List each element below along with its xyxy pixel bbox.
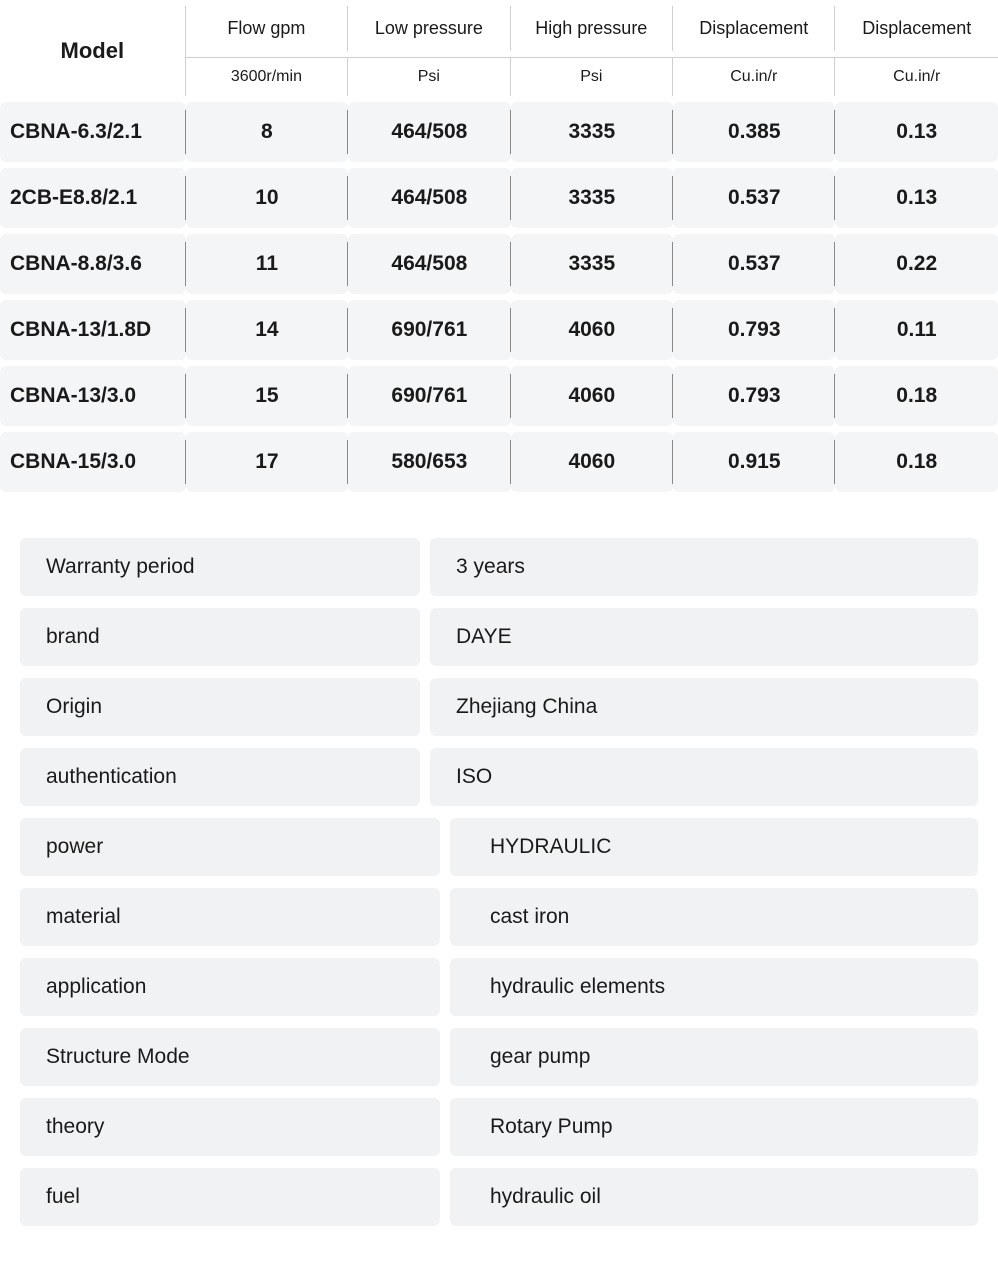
- attribute-row: Warranty period3 years: [20, 538, 978, 596]
- cell-high-pressure: 4060: [511, 432, 673, 492]
- attribute-label: Structure Mode: [20, 1028, 440, 1086]
- cell-displacement-1: 0.537: [673, 168, 835, 228]
- table-row: 2CB-E8.8/2.110464/50833350.5370.13: [0, 168, 998, 228]
- cell-displacement-2: 0.18: [835, 366, 998, 426]
- unit-displacement-2: Cu.in/r: [835, 57, 998, 96]
- cell-low-pressure: 690/761: [348, 366, 510, 426]
- cell-displacement-2: 0.18: [835, 432, 998, 492]
- attribute-value: hydraulic oil: [450, 1168, 978, 1226]
- header-displacement-1: Displacement: [673, 6, 835, 51]
- attribute-row: materialcast iron: [20, 888, 978, 946]
- unit-displacement-1: Cu.in/r: [673, 57, 835, 96]
- table-row: CBNA-13/3.015690/76140600.7930.18: [0, 366, 998, 426]
- attribute-value: Rotary Pump: [450, 1098, 978, 1156]
- attribute-label: theory: [20, 1098, 440, 1156]
- cell-displacement-1: 0.537: [673, 234, 835, 294]
- attribute-row: applicationhydraulic elements: [20, 958, 978, 1016]
- attribute-label: power: [20, 818, 440, 876]
- attribute-label: fuel: [20, 1168, 440, 1226]
- cell-high-pressure: 4060: [511, 300, 673, 360]
- attribute-row: authenticationISO: [20, 748, 978, 806]
- attribute-value: 3 years: [430, 538, 978, 596]
- attribute-value: gear pump: [450, 1028, 978, 1086]
- attribute-row: theoryRotary Pump: [20, 1098, 978, 1156]
- attribute-value: ISO: [430, 748, 978, 806]
- cell-displacement-1: 0.385: [673, 102, 835, 162]
- attribute-value: Zhejiang China: [430, 678, 978, 736]
- attribute-row: powerHYDRAULIC: [20, 818, 978, 876]
- cell-flow: 17: [186, 432, 348, 492]
- attribute-label: material: [20, 888, 440, 946]
- table-row: CBNA-15/3.017580/65340600.9150.18: [0, 432, 998, 492]
- attribute-row: Structure Modegear pump: [20, 1028, 978, 1086]
- table-row: CBNA-6.3/2.18464/50833350.3850.13: [0, 102, 998, 162]
- table-row: CBNA-8.8/3.611464/50833350.5370.22: [0, 234, 998, 294]
- attribute-row: brandDAYE: [20, 608, 978, 666]
- spec-table: Model Flow gpm Low pressure High pressur…: [0, 0, 998, 498]
- cell-model: CBNA-13/3.0: [0, 366, 186, 426]
- attribute-value: cast iron: [450, 888, 978, 946]
- cell-flow: 8: [186, 102, 348, 162]
- attribute-value: HYDRAULIC: [450, 818, 978, 876]
- attribute-row: fuelhydraulic oil: [20, 1168, 978, 1226]
- cell-flow: 10: [186, 168, 348, 228]
- cell-high-pressure: 3335: [511, 168, 673, 228]
- cell-displacement-1: 0.793: [673, 300, 835, 360]
- cell-flow: 11: [186, 234, 348, 294]
- attribute-label: Warranty period: [20, 538, 420, 596]
- header-displacement-2: Displacement: [835, 6, 998, 51]
- cell-low-pressure: 464/508: [348, 234, 510, 294]
- cell-flow: 14: [186, 300, 348, 360]
- cell-model: CBNA-8.8/3.6: [0, 234, 186, 294]
- header-model: Model: [0, 6, 186, 96]
- unit-high-pressure: Psi: [511, 57, 673, 96]
- cell-model: 2CB-E8.8/2.1: [0, 168, 186, 228]
- header-flow: Flow gpm: [186, 6, 348, 51]
- unit-flow: 3600r/min: [186, 57, 348, 96]
- cell-model: CBNA-6.3/2.1: [0, 102, 186, 162]
- attribute-label: brand: [20, 608, 420, 666]
- cell-low-pressure: 464/508: [348, 168, 510, 228]
- cell-flow: 15: [186, 366, 348, 426]
- cell-displacement-1: 0.793: [673, 366, 835, 426]
- cell-low-pressure: 690/761: [348, 300, 510, 360]
- attribute-label: application: [20, 958, 440, 1016]
- cell-model: CBNA-15/3.0: [0, 432, 186, 492]
- table-row: CBNA-13/1.8D14690/76140600.7930.11: [0, 300, 998, 360]
- attributes-section: Warranty period3 yearsbrandDAYEOriginZhe…: [0, 538, 998, 1268]
- attribute-value: DAYE: [430, 608, 978, 666]
- cell-low-pressure: 580/653: [348, 432, 510, 492]
- attribute-value: hydraulic elements: [450, 958, 978, 1016]
- cell-model: CBNA-13/1.8D: [0, 300, 186, 360]
- unit-low-pressure: Psi: [348, 57, 510, 96]
- cell-high-pressure: 4060: [511, 366, 673, 426]
- attribute-label: authentication: [20, 748, 420, 806]
- cell-low-pressure: 464/508: [348, 102, 510, 162]
- cell-displacement-2: 0.13: [835, 102, 998, 162]
- cell-high-pressure: 3335: [511, 234, 673, 294]
- table-header: Model Flow gpm Low pressure High pressur…: [0, 6, 998, 96]
- cell-displacement-2: 0.13: [835, 168, 998, 228]
- attribute-label: Origin: [20, 678, 420, 736]
- cell-displacement-1: 0.915: [673, 432, 835, 492]
- cell-displacement-2: 0.11: [835, 300, 998, 360]
- header-low-pressure: Low pressure: [348, 6, 510, 51]
- cell-displacement-2: 0.22: [835, 234, 998, 294]
- header-high-pressure: High pressure: [511, 6, 673, 51]
- attribute-row: OriginZhejiang China: [20, 678, 978, 736]
- table-body: CBNA-6.3/2.18464/50833350.3850.132CB-E8.…: [0, 102, 998, 492]
- cell-high-pressure: 3335: [511, 102, 673, 162]
